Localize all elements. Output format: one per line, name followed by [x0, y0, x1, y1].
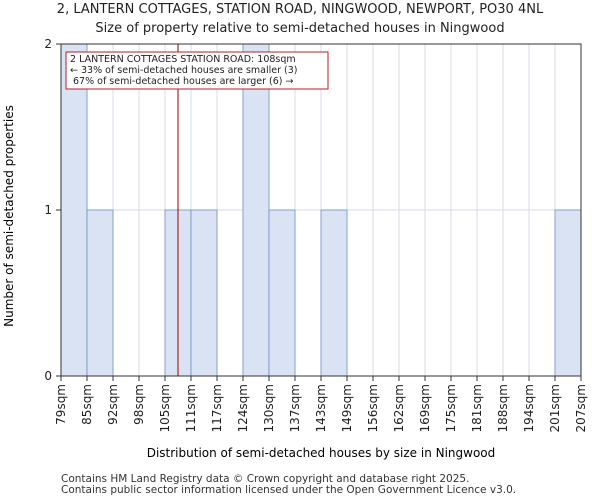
chart-title: 2, LANTERN COTTAGES, STATION ROAD, NINGW… — [56, 2, 544, 17]
x-tick-label: 156sqm — [366, 384, 380, 432]
x-tick-label: 85sqm — [80, 384, 94, 425]
chart-subtitle: Size of property relative to semi-detach… — [95, 21, 505, 36]
x-tick-label: 124sqm — [236, 384, 250, 432]
y-axis-label: Number of semi-detached properties — [2, 105, 16, 327]
x-tick-label: 188sqm — [496, 384, 510, 432]
x-tick-label: 130sqm — [262, 384, 276, 432]
x-tick-label: 207sqm — [574, 384, 588, 432]
x-tick-label: 143sqm — [314, 384, 328, 432]
x-tick-label: 194sqm — [522, 384, 536, 432]
y-tick-label: 1 — [44, 203, 52, 217]
x-tick-label: 92sqm — [106, 384, 120, 425]
x-tick-label: 181sqm — [470, 384, 484, 432]
bar-124sqm — [242, 43, 270, 377]
bar-130sqm — [268, 209, 296, 377]
annotation-line-2: ← 33% of semi-detached houses are smalle… — [70, 65, 298, 76]
bar-143sqm — [320, 209, 348, 377]
y-tick-label: 0 — [44, 369, 52, 383]
x-tick-label: 169sqm — [418, 384, 432, 432]
y-tick-label: 2 — [44, 37, 52, 51]
annotation-box: 2 LANTERN COTTAGES STATION ROAD: 108sqm … — [65, 51, 329, 90]
x-ticks: 79sqm 85sqm 92sqm 98sqm 105sqm 111sqm 117sqm 12… — [54, 376, 588, 432]
bar-201sqm — [554, 209, 582, 377]
bar-85sqm — [86, 209, 114, 377]
y-ticks: 0 1 2 — [44, 37, 61, 383]
annotation-line-1: 2 LANTERN COTTAGES STATION ROAD: 108sqm — [70, 54, 296, 65]
x-tick-label: 105sqm — [158, 384, 172, 432]
x-tick-label: 201sqm — [548, 384, 562, 432]
bar-79sqm — [60, 43, 88, 377]
footer-line-1: Contains HM Land Registry data © Crown c… — [61, 473, 470, 485]
x-tick-label: 137sqm — [288, 384, 302, 432]
x-tick-label: 79sqm — [54, 384, 68, 425]
annotation-line-3: 67% of semi-detached houses are larger (… — [73, 76, 293, 87]
x-axis-label: Distribution of semi-detached houses by … — [147, 446, 496, 460]
x-tick-label: 162sqm — [392, 384, 406, 432]
x-tick-label: 149sqm — [340, 384, 354, 432]
x-tick-label: 117sqm — [210, 384, 224, 432]
x-tick-label: 111sqm — [184, 384, 198, 432]
x-tick-label: 175sqm — [444, 384, 458, 432]
x-tick-label: 98sqm — [132, 384, 146, 425]
bar-111sqm — [190, 209, 218, 377]
footer-line-2: Contains public sector information licen… — [61, 484, 517, 496]
